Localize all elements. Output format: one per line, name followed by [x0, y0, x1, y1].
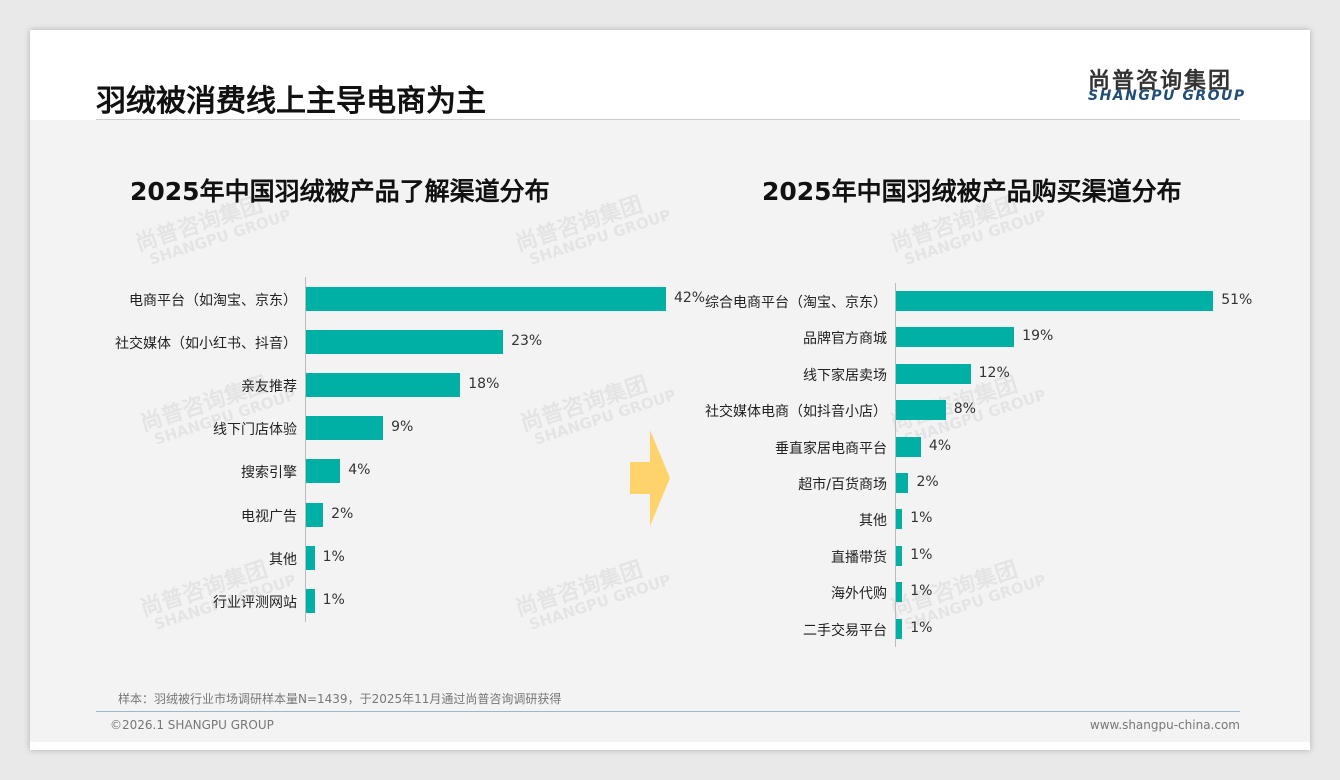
- category-label: 搜索引擎: [241, 465, 297, 482]
- category-label: 直播带货: [831, 549, 887, 566]
- divider: [96, 119, 1240, 120]
- content-panel: [30, 120, 1310, 742]
- copyright: ©2026.1 SHANGPU GROUP: [110, 718, 274, 732]
- value-label: 9%: [391, 419, 414, 436]
- category-label: 电商平台（如淘宝、京东）: [129, 293, 297, 309]
- value-label: 19%: [1022, 328, 1054, 345]
- value-label: 12%: [978, 364, 1010, 381]
- bar: [306, 373, 461, 398]
- bar: [896, 436, 921, 457]
- value-label: 1%: [910, 546, 933, 563]
- bar: [306, 330, 504, 355]
- category-label: 亲友推荐: [241, 379, 297, 396]
- value-label: 1%: [322, 548, 345, 565]
- category-label: 线下门店体验: [213, 422, 297, 439]
- category-label: 海外代购: [831, 586, 887, 603]
- value-label: 23%: [511, 333, 543, 350]
- bar: [306, 502, 324, 527]
- value-label: 2%: [916, 474, 939, 490]
- category-label: 电视广告: [241, 508, 297, 525]
- value-label: 4%: [348, 462, 371, 479]
- bar: [896, 363, 971, 384]
- value-label: 1%: [910, 583, 933, 600]
- slide: 羽绒被消费线上主导电商为主 尚普咨询集团 SHANGPU GROUP 尚普咨询集…: [30, 30, 1310, 750]
- bar: [896, 509, 903, 530]
- bar: [306, 287, 666, 311]
- bar: [896, 400, 946, 421]
- category-label: 品牌官方商城: [803, 331, 887, 348]
- category-label: 综合电商平台（淘宝、京东）: [705, 295, 887, 311]
- bar: [896, 327, 1015, 348]
- category-label: 其他: [859, 513, 887, 530]
- value-label: 18%: [468, 376, 500, 393]
- value-label: 1%: [322, 591, 345, 608]
- bar: [306, 416, 384, 441]
- category-label: 线下家居卖场: [803, 367, 887, 384]
- y-axis: [895, 282, 896, 647]
- logo-cn: 尚普咨询集团: [1088, 69, 1233, 94]
- category-label: 超市/百货商场: [798, 477, 887, 493]
- bar: [306, 588, 315, 613]
- bar: [306, 459, 341, 484]
- value-label: 1%: [910, 510, 933, 527]
- category-label: 社交媒体电商（如抖音小店）: [705, 404, 887, 421]
- bar: [306, 545, 315, 570]
- page-title: 羽绒被消费线上主导电商为主: [96, 84, 486, 119]
- bar: [896, 473, 909, 493]
- value-label: 51%: [1221, 292, 1253, 308]
- category-label: 垂直家居电商平台: [775, 440, 887, 457]
- bar: [896, 545, 903, 566]
- category-label: 社交媒体（如小红书、抖音）: [115, 336, 297, 353]
- category-label: 其他: [269, 551, 297, 568]
- value-label: 8%: [953, 401, 976, 418]
- arrow-icon: [630, 430, 670, 526]
- chart-title-right: 2025年中国羽绒被产品购买渠道分布: [762, 177, 1182, 206]
- bar: [896, 618, 903, 639]
- sample-note: 样本：羽绒被行业市场调研样本量N=1439，于2025年11月通过尚普咨询调研获…: [118, 692, 562, 706]
- footer-divider: [96, 711, 1240, 712]
- value-label: 1%: [910, 619, 933, 636]
- category-label: 行业评测网站: [213, 594, 297, 611]
- value-label: 42%: [673, 290, 706, 306]
- value-label: 2%: [331, 505, 354, 522]
- bar: [896, 291, 1214, 311]
- bar: [896, 582, 903, 603]
- category-label: 二手交易平台: [803, 622, 887, 639]
- chart-title-left: 2025年中国羽绒被产品了解渠道分布: [130, 177, 550, 206]
- website-url: www.shangpu-china.com: [1089, 718, 1240, 732]
- value-label: 4%: [928, 437, 952, 454]
- logo-en: SHANGPU GROUP: [1088, 88, 1246, 104]
- y-axis: [305, 277, 306, 623]
